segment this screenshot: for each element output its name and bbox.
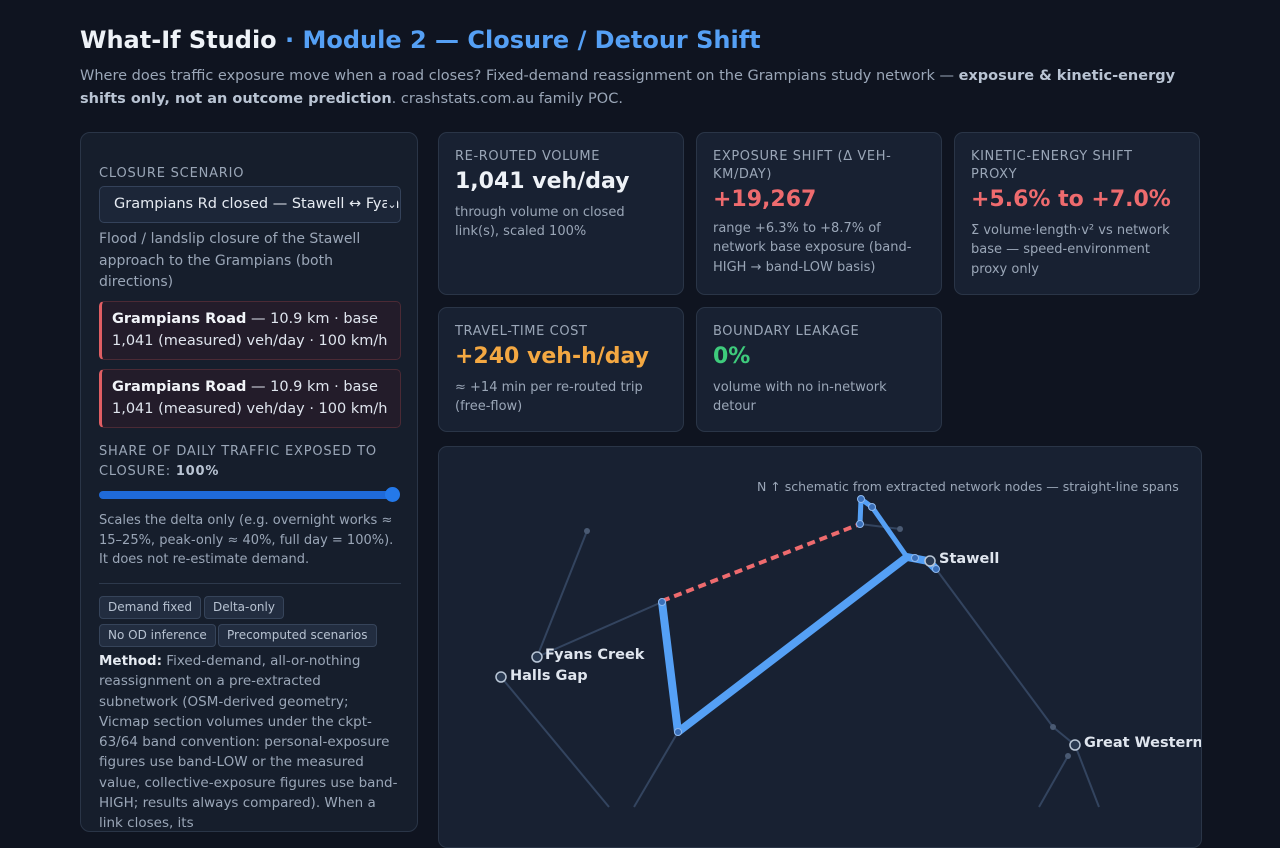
app-title: What-If Studio — [80, 26, 277, 54]
metric-value: 0% — [713, 344, 751, 369]
metric-label: Kinetic-energy shift proxy — [971, 149, 1133, 182]
town-label-stawell: Stawell — [939, 551, 1000, 567]
subtitle-suffix: . crashstats.com.au family POC. — [391, 91, 623, 107]
controls-panel: Closure scenario Grampians Rd closed — S… — [80, 132, 418, 832]
chevron-down-icon: ⌄ — [387, 187, 397, 222]
chip-demand-fixed: Demand fixed — [99, 596, 201, 619]
closed-link-card: Grampians Road — 10.9 km · base 1,041 (m… — [99, 301, 401, 360]
share-note: Scales the delta only (e.g. overnight wo… — [99, 513, 394, 567]
metric-card-travel-time: Travel-time cost +240 veh-h/day ≈ +14 mi… — [438, 307, 684, 432]
town-label-fyans-creek: Fyans Creek — [545, 647, 645, 663]
network-map-svg — [495, 495, 1100, 808]
metric-card-exposure: Exposure shift (Δ veh-km/day) +19,267 ra… — [696, 132, 942, 295]
metric-label: Exposure shift (Δ veh-km/day) — [713, 149, 892, 182]
metric-card-kinetic: Kinetic-energy shift proxy +5.6% to +7.0… — [954, 132, 1200, 295]
metric-value: 1,041 veh/day — [455, 169, 630, 194]
network-nodes — [584, 526, 1071, 759]
background-roads — [500, 523, 1100, 808]
scenario-select[interactable]: Grampians Rd closed — Stawell ↔ Fyans Cr… — [99, 186, 401, 223]
closed-link-route — [661, 522, 861, 603]
metric-value: +19,267 — [713, 187, 817, 212]
share-label-text: Share of daily traffic exposed to closur… — [99, 444, 377, 479]
subtitle-emphasis: exposure & kinetic-energy shifts only, n… — [80, 68, 1176, 107]
page-subtitle: Where does traffic exposure move when a … — [80, 65, 1205, 111]
scenario-label: Closure scenario — [99, 166, 245, 181]
detour-nodes — [658, 495, 940, 736]
chip-precomputed-scenarios: Precomputed scenarios — [218, 624, 377, 647]
metric-note: Σ volume·length·v² vs network base — spe… — [971, 223, 1170, 277]
share-value: 100% — [175, 464, 220, 479]
map-note: N ↑ schematic from extracted network nod… — [757, 479, 1179, 494]
page-title: What-If Studio · Module 2 — Closure / De… — [80, 26, 761, 54]
town-markers — [495, 555, 1081, 751]
method-label: Method: — [99, 653, 162, 669]
closed-link-card: Grampians Road — 10.9 km · base 1,041 (m… — [99, 369, 401, 428]
metric-label: Travel-time cost — [455, 324, 588, 339]
town-label-great-western: Great Western — [1084, 735, 1202, 751]
detour-route-north — [857, 496, 910, 559]
network-map[interactable]: N ↑ schematic from extracted network nod… — [438, 446, 1202, 848]
metric-card-leakage: Boundary leakage 0% volume with no in-ne… — [696, 307, 942, 432]
subtitle-text: Where does traffic exposure move when a … — [80, 68, 959, 84]
metric-label: Re-routed volume — [455, 149, 601, 164]
share-label: Share of daily traffic exposed to closur… — [99, 442, 399, 482]
share-slider-handle[interactable] — [385, 487, 400, 502]
scenario-description: Flood / landslip closure of the Stawell … — [99, 231, 361, 290]
metric-label: Boundary leakage — [713, 324, 860, 339]
metric-note: volume with no in-network detour — [713, 380, 887, 415]
closed-link-detail: — 10.9 km · base 1,041 (measured) veh/da… — [112, 379, 388, 417]
metric-note: ≈ +14 min per re-routed trip (free-flow) — [455, 380, 643, 415]
metric-value: +5.6% to +7.0% — [971, 187, 1171, 212]
metric-note: through volume on closed link(s), scaled… — [455, 205, 625, 240]
chip-no-od-inference: No OD inference — [99, 624, 216, 647]
metric-card-rerouted: Re-routed volume 1,041 veh/day through v… — [438, 132, 684, 295]
metric-note: range +6.3% to +8.7% of network base exp… — [713, 221, 912, 275]
chip-delta-only: Delta-only — [204, 596, 284, 619]
closed-link-detail: — 10.9 km · base 1,041 (measured) veh/da… — [112, 311, 388, 349]
module-title: · Module 2 — Closure / Detour Shift — [285, 26, 761, 54]
closed-link-road: Grampians Road — [112, 311, 247, 327]
method-text: Fixed-demand, all-or-nothing reassignmen… — [99, 653, 398, 832]
scenario-selected-value: Grampians Rd closed — Stawell ↔ Fyans Cr… — [114, 196, 400, 212]
divider — [99, 583, 401, 584]
method-description: Method: Fixed-demand, all-or-nothing rea… — [99, 651, 401, 832]
town-label-halls-gap: Halls Gap — [510, 668, 588, 684]
metric-value: +240 veh-h/day — [455, 344, 650, 369]
closed-link-road: Grampians Road — [112, 379, 247, 395]
share-slider-track[interactable] — [99, 491, 399, 499]
